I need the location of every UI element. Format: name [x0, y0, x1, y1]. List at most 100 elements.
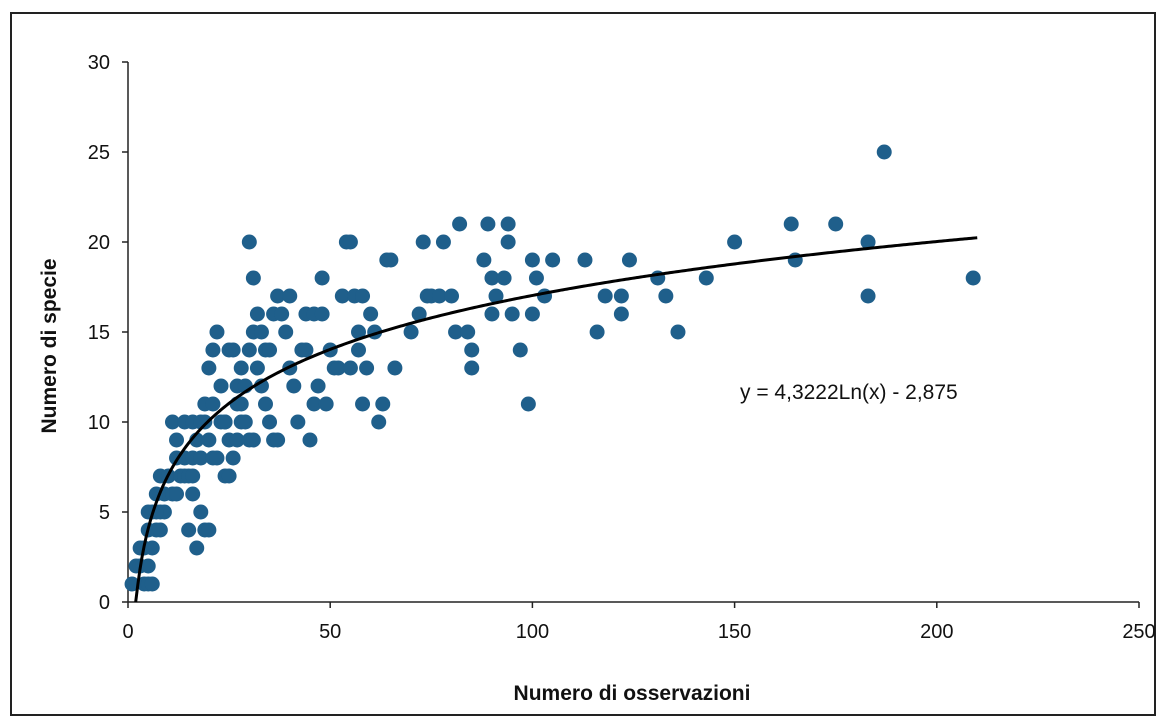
y-axis-title: Numero di specie	[38, 258, 61, 433]
data-point	[249, 360, 265, 376]
data-point	[225, 450, 241, 466]
data-point	[241, 342, 257, 358]
data-point	[169, 486, 185, 502]
data-point	[290, 414, 306, 430]
data-point	[262, 342, 278, 358]
data-point	[698, 270, 714, 286]
x-tick-label: 100	[516, 621, 549, 643]
trendline-equation: y = 4,3222Ln(x) - 2,875	[740, 381, 958, 404]
data-point	[169, 432, 185, 448]
x-tick-label: 200	[920, 621, 953, 643]
data-point	[201, 360, 217, 376]
data-point	[270, 288, 286, 304]
data-point	[314, 306, 330, 322]
data-point	[876, 144, 892, 160]
data-point	[286, 378, 302, 394]
data-point	[342, 234, 358, 250]
data-point	[193, 450, 209, 466]
data-point	[371, 414, 387, 430]
data-point	[334, 288, 350, 304]
scatter-chart: 0 50 100 150 200 250 0 5 10 15 20 25 30 y = 4,3222L…	[38, 52, 1156, 705]
data-point	[444, 288, 460, 304]
data-point	[435, 234, 451, 250]
data-point	[181, 522, 197, 538]
data-point	[262, 414, 278, 430]
data-point	[460, 324, 476, 340]
data-point	[185, 486, 201, 502]
data-point	[512, 342, 528, 358]
data-point	[274, 306, 290, 322]
y-tick-label: 0	[99, 592, 110, 614]
x-axis-title: Numero di osservazioni	[514, 682, 751, 705]
data-point	[221, 468, 237, 484]
data-point	[314, 270, 330, 286]
data-point	[302, 432, 318, 448]
data-point	[152, 522, 168, 538]
data-point	[144, 540, 160, 556]
data-point	[528, 270, 544, 286]
data-point	[351, 324, 367, 340]
data-point	[193, 504, 209, 520]
data-point	[213, 378, 229, 394]
trendline	[134, 236, 978, 603]
data-point	[229, 432, 245, 448]
data-point	[670, 324, 686, 340]
data-point	[310, 378, 326, 394]
data-point	[298, 342, 314, 358]
data-point	[363, 306, 379, 322]
data-point	[387, 360, 403, 376]
data-point	[783, 216, 799, 232]
data-points	[124, 144, 981, 592]
data-point	[205, 396, 221, 412]
data-point	[597, 288, 613, 304]
data-point	[658, 288, 674, 304]
data-point	[245, 432, 261, 448]
data-point	[383, 252, 399, 268]
data-point	[500, 216, 516, 232]
data-point	[500, 234, 516, 250]
data-point	[144, 576, 160, 592]
data-point	[318, 396, 334, 412]
data-point	[828, 216, 844, 232]
data-point	[452, 216, 468, 232]
y-tick-label: 10	[88, 412, 110, 434]
data-point	[330, 360, 346, 376]
x-axis-ticks: 0 50 100 150 200 250	[122, 602, 1156, 643]
data-point	[205, 342, 221, 358]
data-point	[464, 342, 480, 358]
y-tick-label: 20	[88, 232, 110, 254]
data-point	[185, 468, 201, 484]
data-point	[355, 396, 371, 412]
data-point	[342, 360, 358, 376]
data-point	[577, 252, 593, 268]
data-point	[241, 234, 257, 250]
data-point	[253, 324, 269, 340]
data-point	[351, 342, 367, 358]
data-point	[403, 324, 419, 340]
data-point	[431, 288, 447, 304]
data-point	[375, 396, 391, 412]
data-point	[201, 432, 217, 448]
data-point	[480, 216, 496, 232]
data-point	[164, 414, 180, 430]
data-point	[727, 234, 743, 250]
data-point	[545, 252, 561, 268]
data-point	[411, 306, 427, 322]
x-tick-label: 50	[319, 621, 341, 643]
x-tick-label: 150	[718, 621, 751, 643]
y-tick-label: 15	[88, 322, 110, 344]
data-point	[448, 324, 464, 340]
y-tick-label: 25	[88, 142, 110, 164]
data-point	[504, 306, 520, 322]
data-point	[476, 252, 492, 268]
data-point	[613, 306, 629, 322]
data-point	[140, 558, 156, 574]
data-point	[278, 324, 294, 340]
data-point	[245, 270, 261, 286]
data-point	[257, 396, 273, 412]
data-point	[233, 360, 249, 376]
data-point	[524, 252, 540, 268]
data-point	[464, 360, 480, 376]
y-axis-ticks: 0 5 10 15 20 25 30	[88, 52, 128, 614]
data-point	[124, 576, 140, 592]
